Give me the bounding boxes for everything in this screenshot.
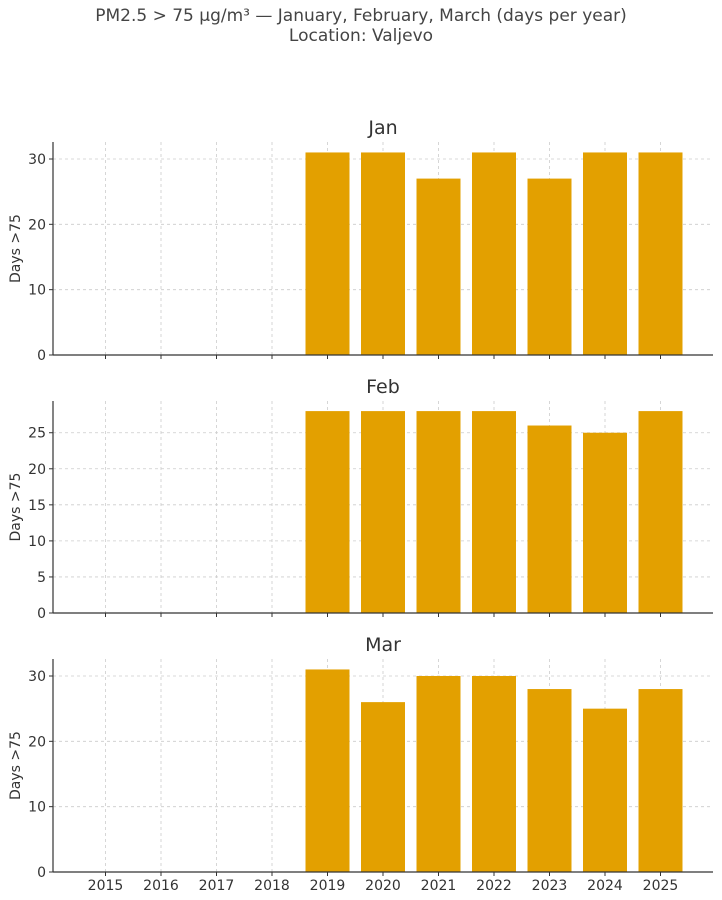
panel-title: Jan (367, 117, 397, 139)
y-tick-label: 5 (37, 570, 46, 586)
bar-feb-2025 (638, 411, 683, 613)
y-axis-label: Days >75 (8, 731, 24, 800)
bar-mar-2025 (638, 689, 683, 872)
bar-mar-2022 (472, 675, 516, 872)
y-tick-label: 0 (37, 348, 46, 364)
bar-feb-2021 (416, 411, 461, 613)
x-tick-label: 2025 (643, 878, 679, 894)
y-tick-label: 20 (28, 462, 46, 478)
x-tick-label: 2019 (310, 878, 346, 894)
panel-title: Mar (365, 634, 401, 656)
y-tick-label: 30 (28, 669, 46, 685)
y-tick-label: 0 (37, 606, 46, 622)
y-tick-label: 30 (28, 152, 46, 168)
bar-jan-2021 (416, 178, 461, 355)
panel-title: Feb (366, 376, 400, 398)
y-tick-label: 0 (37, 865, 46, 881)
bar-mar-2020 (361, 702, 405, 872)
bar-jan-2019 (305, 152, 350, 355)
bar-feb-2020 (361, 411, 405, 613)
y-tick-label: 10 (28, 283, 46, 299)
bar-jan-2023 (527, 178, 572, 355)
figure-title-line2: Location: Valjevo (288, 26, 434, 46)
x-tick-label: 2021 (421, 878, 457, 894)
bar-mar-2023 (527, 689, 572, 872)
x-tick-label: 2020 (365, 878, 401, 894)
y-tick-label: 10 (28, 800, 46, 816)
bar-jan-2020 (361, 152, 405, 355)
figure-title: PM2.5 > 75 µg/m³ — January, February, Ma… (0, 6, 722, 46)
x-tick-label: 2015 (88, 878, 124, 894)
x-tick-label: 2018 (254, 878, 290, 894)
x-tick-label: 2016 (143, 878, 179, 894)
bar-feb-2023 (527, 425, 572, 613)
bar-jan-2025 (638, 152, 683, 355)
y-tick-label: 10 (28, 534, 46, 550)
x-tick-label: 2022 (476, 878, 512, 894)
y-axis-label: Days >75 (8, 473, 24, 542)
bar-feb-2019 (305, 411, 350, 613)
bar-mar-2019 (305, 669, 350, 872)
y-tick-label: 25 (28, 426, 46, 442)
bar-feb-2022 (472, 411, 516, 613)
y-tick-label: 20 (28, 217, 46, 233)
bar-jan-2024 (583, 152, 627, 355)
figure-title-line1: PM2.5 > 75 µg/m³ — January, February, Ma… (95, 6, 627, 26)
y-tick-label: 20 (28, 734, 46, 750)
y-tick-label: 15 (28, 498, 46, 514)
x-tick-label: 2023 (532, 878, 568, 894)
bar-mar-2024 (583, 708, 627, 872)
x-tick-label: 2024 (587, 878, 623, 894)
bar-jan-2022 (472, 152, 516, 355)
bar-mar-2021 (416, 675, 461, 872)
y-axis-label: Days >75 (8, 214, 24, 283)
bar-feb-2024 (583, 432, 627, 613)
x-tick-label: 2017 (199, 878, 235, 894)
